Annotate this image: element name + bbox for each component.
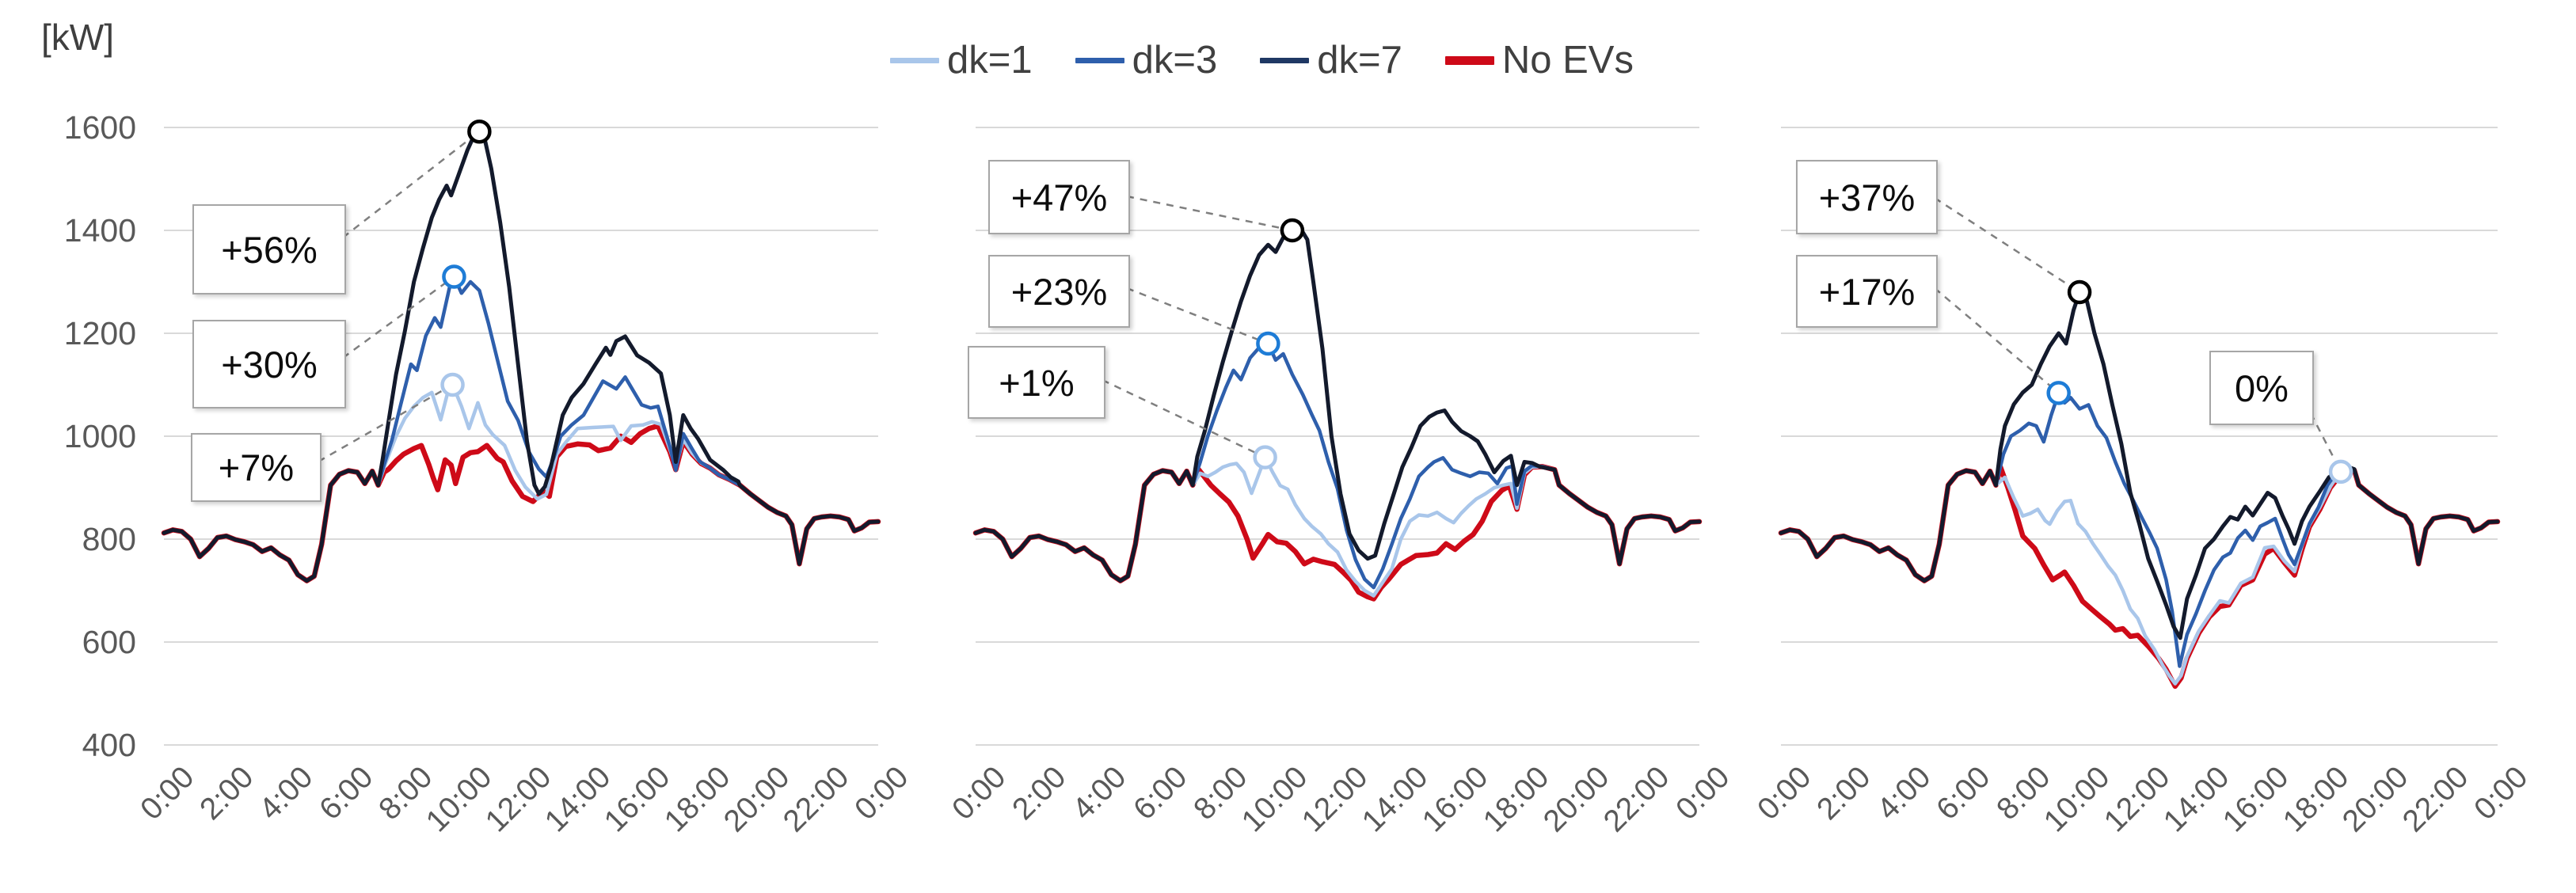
annotation-box-panel3-0pct: 0%	[2209, 351, 2314, 425]
peak-marker-dk-7-panel2	[1280, 218, 1305, 243]
peak-marker-dk-1-panel1	[440, 372, 465, 397]
y-tick-label-800: 800	[82, 521, 136, 557]
y-axis-unit-label: [kW]	[41, 17, 114, 58]
legend-item-dk3: dk=3	[1075, 38, 1218, 82]
annotation-box-panel2-+47pct: +47%	[988, 160, 1130, 234]
annotation-leader-panel3-1	[1934, 287, 2060, 394]
peak-marker-dk-7-panel3	[2067, 279, 2092, 305]
annotation-leader-panel3-0	[1934, 196, 2080, 294]
legend-label-dk3: dk=3	[1132, 39, 1218, 82]
annotation-box-panel2-+1pct: +1%	[968, 346, 1105, 419]
annotation-leader-panel2-0	[1126, 195, 1293, 232]
y-tick-label-1000: 1000	[63, 418, 136, 454]
peak-marker-dk-3-panel1	[442, 264, 466, 289]
legend-item-no-evs: No EVs	[1444, 38, 1634, 82]
y-tick-label-1200: 1200	[63, 315, 136, 352]
annotation-box-panel2-+23pct: +23%	[988, 255, 1130, 328]
peak-marker-dk-1-panel2	[1253, 445, 1277, 469]
peak-marker-dk-3-panel3	[2046, 381, 2071, 405]
peak-marker-dk-7-panel1	[467, 119, 492, 144]
dk3-line-swatch-icon	[1075, 57, 1124, 63]
annotation-box-panel3-+17pct: +17%	[1796, 255, 1938, 328]
annotation-box-panel1-+30pct: +30%	[192, 320, 346, 408]
legend-item-dk7: dk=7	[1260, 38, 1402, 82]
legend-item-dk1: dk=1	[890, 38, 1033, 82]
peak-marker-dk-1-panel3	[2328, 459, 2353, 484]
no-evs-line-swatch-icon	[1444, 55, 1494, 65]
legend-label-dk1: dk=1	[947, 39, 1033, 82]
series-line-dk-7-panel1	[162, 129, 881, 583]
annotation-box-panel3-+37pct: +37%	[1796, 160, 1938, 234]
annotation-box-panel1-+7pct: +7%	[191, 433, 322, 502]
y-tick-label-400: 400	[82, 727, 136, 763]
dk1-line-swatch-icon	[890, 57, 939, 63]
y-tick-label-1400: 1400	[63, 212, 136, 249]
annotation-leader-panel2-1	[1126, 287, 1269, 345]
chart-legend: dk=1 dk=3 dk=7 No EVs	[890, 38, 1634, 82]
annotation-leader-panel2-2	[1102, 378, 1266, 458]
series-line-dk-7-panel2	[973, 225, 1702, 583]
peak-marker-dk-3-panel2	[1256, 331, 1280, 356]
legend-label-no-evs: No EVs	[1501, 39, 1634, 82]
y-tick-label-1600: 1600	[63, 109, 136, 146]
annotation-leader-panel1-1	[342, 276, 455, 359]
y-tick-label-600: 600	[82, 624, 136, 660]
series-line-dk-7-panel3	[1779, 290, 2500, 640]
annotation-leader-panel1-0	[342, 131, 481, 238]
annotation-box-panel1-+56pct: +56%	[192, 204, 346, 294]
series-line-no-evs-panel3	[1778, 464, 2501, 690]
legend-label-dk7: dk=7	[1317, 39, 1402, 82]
dk7-line-swatch-icon	[1260, 57, 1310, 63]
series-line-dk-1-panel3	[1779, 467, 2500, 686]
